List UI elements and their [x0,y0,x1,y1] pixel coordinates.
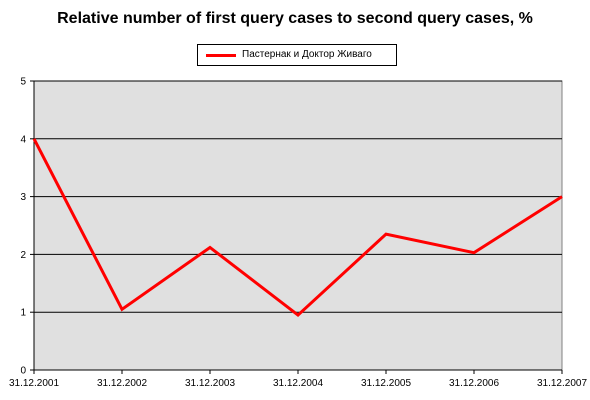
xtick-label-5: 31.12.2006 [449,378,499,389]
ytick-label-3: 3 [20,192,26,203]
xtick-label-3: 31.12.2004 [273,378,323,389]
xtick-label-0: 31.12.2001 [9,378,59,389]
axes [30,80,563,374]
xtick-label-4: 31.12.2005 [361,378,411,389]
xtick-label-1: 31.12.2002 [97,378,147,389]
series-layer [32,138,563,318]
legend-label: Пастернак и Доктор Живаго [242,49,372,60]
ytick-label-2: 2 [20,250,26,261]
chart-title: Relative number of first query cases to … [57,10,533,27]
ytick-label-1: 1 [20,308,26,319]
ytick-label-5: 5 [20,77,26,88]
tick-labels: 0 1 2 3 4 5 31.12.2001 31.12.2002 31.12.2003 31.1… [9,77,587,390]
ytick-label-4: 4 [20,134,26,145]
plot-background [33,80,563,371]
legend-swatch [206,54,236,57]
gridlines [34,80,562,313]
legend: Пастернак и Доктор Живаго [197,44,397,66]
xtick-label-2: 31.12.2003 [185,378,235,389]
ytick-label-0: 0 [20,366,26,377]
xtick-label-6: 31.12.2007 [537,378,587,389]
